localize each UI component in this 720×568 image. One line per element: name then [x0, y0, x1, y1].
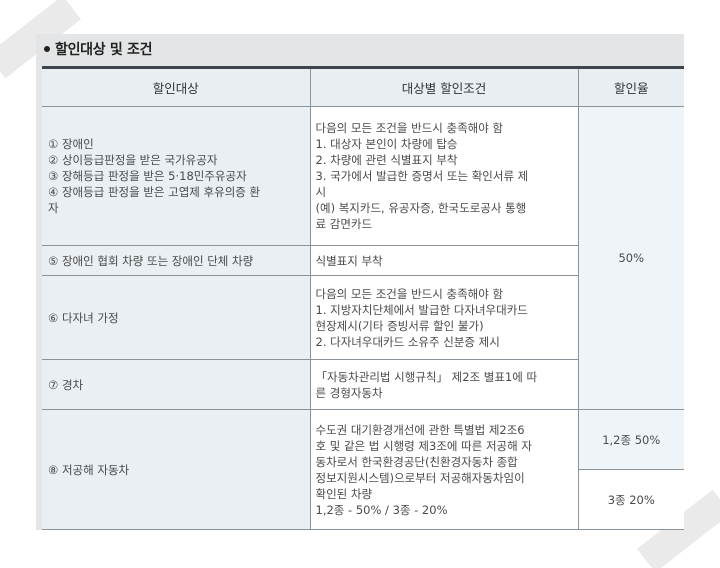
target-line: ② 상이등급판정을 받은 국가유공자 — [48, 153, 218, 167]
target-line: ① 장애인 — [48, 137, 94, 151]
header-rate: 할인율 — [578, 66, 684, 107]
target-line: 자 — [48, 201, 59, 215]
condition-line: (예) 복지카드, 유공자증, 한국도로공사 통행 — [315, 201, 527, 215]
table-header-row: 할인대상 대상별 할인조건 할인율 — [42, 66, 684, 107]
conditions-cell: 다음의 모든 조건을 반드시 충족해야 함 1. 지방자치단체에서 발급한 다자… — [310, 275, 579, 360]
table-row: ⑤ 장애인 협회 차량 또는 장애인 단체 차량 식별표지 부착 — [42, 245, 684, 276]
condition-line: 「자동차관리법 시행규칙」 제2조 별표1에 따 — [315, 369, 538, 384]
rate-cell-low-2: 3종 20% — [578, 469, 684, 530]
target-cell: ⑤ 장애인 협회 차량 또는 장애인 단체 차량 — [42, 245, 311, 276]
target-line: ④ 장애등급 판정을 받은 고엽제 후유의증 환 — [48, 185, 261, 199]
target-line: ⑦ 경차 — [48, 377, 84, 392]
condition-line: 정보지원시스템)으로부터 저공해자동차임이 — [315, 470, 525, 485]
condition-line: 1,2종 - 50% / 3종 - 20% — [315, 502, 448, 517]
table-row: 3종 20% — [42, 469, 684, 530]
condition-line: 3. 국가에서 발급한 증명서 또는 확인서류 제 — [315, 169, 529, 183]
condition-line: 현장제시(기타 증빙서류 할인 불가) — [315, 318, 484, 333]
condition-line: 식별표지 부착 — [315, 253, 383, 268]
condition-line: 동차로서 한국환경공단(친환경자동차 종합 — [315, 454, 518, 469]
section-title-text: 할인대상 및 조건 — [55, 42, 153, 58]
conditions-cell: 수도권 대기환경개선에 관한 특별법 제2조6 호 및 같은 법 시행령 제3조… — [310, 409, 579, 530]
conditions-cell: 다음의 모든 조건을 반드시 충족해야 함 1. 대상자 본인이 차량에 탑승 … — [310, 106, 579, 246]
header-target: 할인대상 — [42, 66, 311, 107]
condition-line: 다음의 모든 조건을 반드시 충족해야 함 — [315, 286, 504, 301]
condition-line: 2. 다자녀우대카드 소유주 신분증 제시 — [315, 334, 500, 349]
condition-line: 다음의 모든 조건을 반드시 충족해야 함 — [315, 121, 504, 135]
condition-line: 호 및 같은 법 시행령 제3조에 따른 저공해 자 — [315, 438, 532, 453]
condition-line: 시 — [315, 185, 327, 199]
rate-cell-low-1: 1,2종 50% — [578, 409, 684, 470]
condition-line: 2. 차량에 관련 식별표지 부착 — [315, 153, 458, 167]
target-cell: ① 장애인 ② 상이등급판정을 받은 국가유공자 ③ 장해등급 판정을 받은 5… — [42, 106, 311, 246]
table-row: ⑥ 다자녀 가정 다음의 모든 조건을 반드시 충족해야 함 1. 지방자치단체… — [42, 275, 684, 360]
discount-conditions-table: 할인대상 대상별 할인조건 할인율 ① 장애인 ② 상이등급판정을 받은 국가유… — [42, 66, 684, 530]
target-cell: ⑥ 다자녀 가정 — [42, 275, 311, 360]
header-conditions: 대상별 할인조건 — [310, 66, 579, 107]
condition-line: 수도권 대기환경개선에 관한 특별법 제2조6 — [315, 422, 525, 437]
table-row: ⑧ 저공해 자동차 수도권 대기환경개선에 관한 특별법 제2조6 호 및 같은… — [42, 409, 684, 530]
rate-cell-shared: 50% — [578, 106, 684, 410]
condition-line: 1. 지방자치단체에서 발급한 다자녀우대카드 — [315, 302, 528, 317]
condition-line: 른 경형자동차 — [315, 385, 383, 400]
target-cell: ⑦ 경차 — [42, 359, 311, 410]
condition-line: 확인된 차량 — [315, 486, 373, 501]
target-cell: ⑧ 저공해 자동차 — [42, 409, 311, 530]
bullet-icon — [44, 46, 50, 52]
condition-line: 료 감면카드 — [315, 217, 373, 231]
condition-line: 1. 대상자 본인이 차량에 탑승 — [315, 137, 458, 151]
conditions-cell: 「자동차관리법 시행규칙」 제2조 별표1에 따 른 경형자동차 — [310, 359, 579, 410]
table-row: ① 장애인 ② 상이등급판정을 받은 국가유공자 ③ 장해등급 판정을 받은 5… — [42, 106, 684, 410]
conditions-cell: 식별표지 부착 — [310, 245, 579, 276]
table-row: ⑦ 경차 「자동차관리법 시행규칙」 제2조 별표1에 따 른 경형자동차 — [42, 359, 684, 410]
target-line: ⑧ 저공해 자동차 — [48, 462, 130, 477]
section-heading: 할인대상 및 조건 — [44, 38, 153, 60]
target-line: ③ 장해등급 판정을 받은 5·18민주유공자 — [48, 169, 247, 183]
target-line: ⑥ 다자녀 가정 — [48, 310, 119, 325]
target-line: ⑤ 장애인 협회 차량 또는 장애인 단체 차량 — [48, 253, 254, 268]
